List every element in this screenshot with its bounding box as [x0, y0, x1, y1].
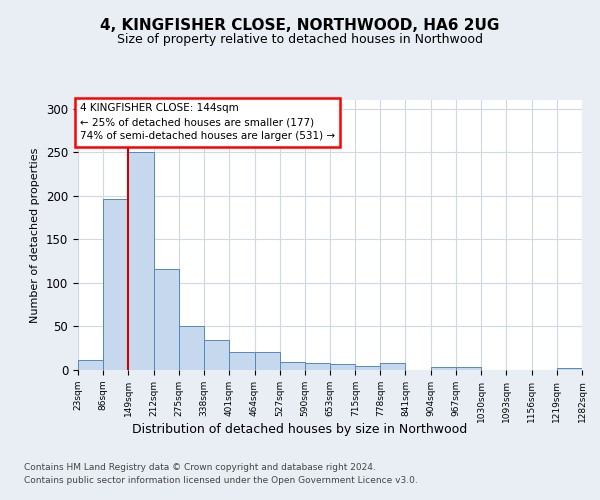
Bar	[330, 364, 355, 370]
Text: Contains public sector information licensed under the Open Government Licence v3: Contains public sector information licen…	[24, 476, 418, 485]
Bar	[305, 363, 330, 370]
Y-axis label: Number of detached properties: Number of detached properties	[31, 148, 40, 322]
Bar	[154, 269, 179, 370]
Bar	[103, 200, 128, 370]
Bar	[229, 352, 254, 370]
Bar	[355, 366, 380, 370]
Text: Size of property relative to detached houses in Northwood: Size of property relative to detached ho…	[117, 32, 483, 46]
Bar	[204, 340, 229, 370]
Bar	[557, 368, 582, 370]
Bar	[128, 152, 154, 370]
Text: Distribution of detached houses by size in Northwood: Distribution of detached houses by size …	[133, 422, 467, 436]
Bar	[431, 368, 456, 370]
Text: 4, KINGFISHER CLOSE, NORTHWOOD, HA6 2UG: 4, KINGFISHER CLOSE, NORTHWOOD, HA6 2UG	[100, 18, 500, 32]
Bar	[380, 363, 406, 370]
Bar	[280, 362, 305, 370]
Text: Contains HM Land Registry data © Crown copyright and database right 2024.: Contains HM Land Registry data © Crown c…	[24, 462, 376, 471]
Bar	[179, 326, 204, 370]
Bar	[456, 368, 481, 370]
Bar	[254, 352, 280, 370]
Text: 4 KINGFISHER CLOSE: 144sqm
← 25% of detached houses are smaller (177)
74% of sem: 4 KINGFISHER CLOSE: 144sqm ← 25% of deta…	[80, 104, 335, 142]
Bar	[78, 360, 103, 370]
